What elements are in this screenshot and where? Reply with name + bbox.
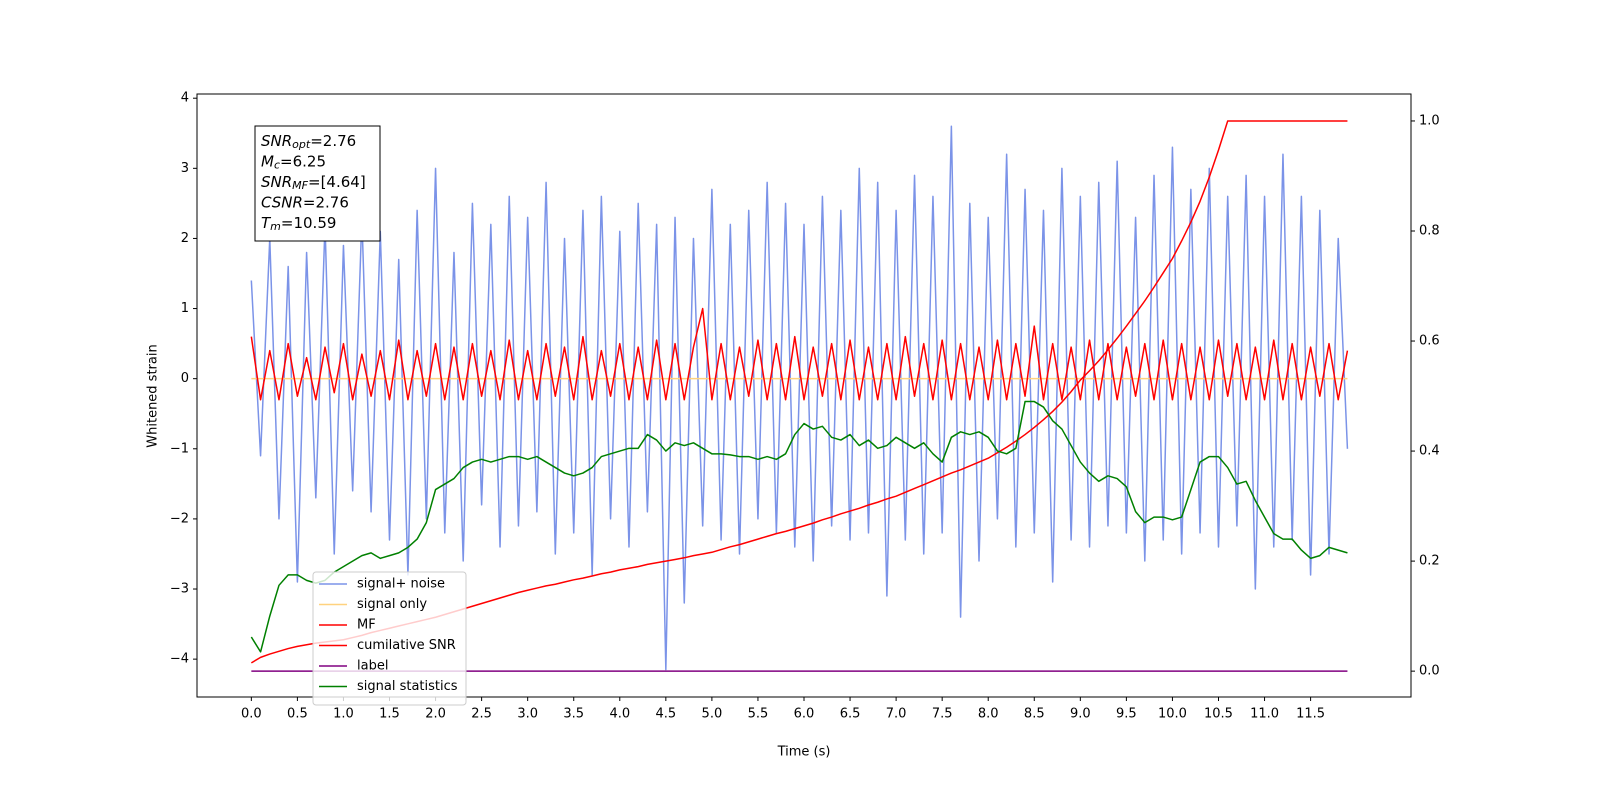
annotation: CSNR=2.76: [261, 193, 349, 211]
annotation: Mc=6.25: [261, 152, 326, 172]
series-line: [250, 400, 1348, 653]
y2-tick-label: 0.6: [1419, 334, 1440, 349]
annotation: SNRMF=[4.64]: [261, 173, 366, 193]
y-tick-label: −2: [170, 511, 189, 526]
series-line: [250, 307, 1349, 401]
x-tick-label: 4.5: [655, 707, 676, 722]
y2-tick-label: 0.8: [1419, 223, 1440, 238]
legend-label: label: [357, 659, 388, 674]
annotation-subscript: MF: [292, 179, 308, 192]
y-tick-label: −3: [170, 582, 189, 597]
y2-tick-label: 0.4: [1419, 444, 1440, 459]
legend-box: [312, 571, 467, 706]
x-tick-label: 9.0: [1070, 707, 1091, 722]
x-tick-label: 11.0: [1250, 707, 1279, 722]
y2-tick-label: 0.2: [1419, 554, 1440, 569]
x-tick-label: 5.0: [702, 707, 723, 722]
x-tick-label: 7.0: [886, 707, 907, 722]
annotation-subscript: c: [274, 159, 280, 172]
annotation-symbol: CSNR: [261, 193, 303, 211]
annotation-subscript: m: [270, 220, 281, 233]
annotation-text: =[4.64]: [308, 173, 366, 191]
annotation-symbol: T: [261, 214, 272, 232]
x-tick-label: 8.5: [1024, 707, 1045, 722]
series-line: [250, 125, 1349, 671]
x-axis-label: Time (s): [777, 745, 831, 760]
annotation-symbol: SNR: [261, 132, 292, 150]
y-tick-label: 1: [181, 301, 189, 316]
x-tick-label: 2.5: [471, 707, 492, 722]
x-tick-label: 0.0: [241, 707, 262, 722]
y2-tick-label: 0.0: [1419, 664, 1440, 679]
y-tick-label: 3: [181, 161, 189, 176]
y-tick-label: −4: [170, 652, 189, 667]
x-tick-label: 3.0: [517, 707, 538, 722]
legend-label: signal only: [357, 597, 427, 612]
legend-label: MF: [357, 618, 376, 633]
annotation: Tm=10.59: [261, 214, 336, 234]
y-tick-label: 4: [181, 91, 189, 106]
annotation: SNRopt=2.76: [261, 132, 356, 152]
x-tick-label: 3.5: [563, 707, 584, 722]
x-tick-label: 0.5: [287, 707, 308, 722]
annotation-subscript: opt: [292, 138, 311, 151]
x-tick-label: 1.5: [379, 707, 400, 722]
legend-label: signal+ noise: [357, 577, 445, 592]
x-tick-label: 2.0: [425, 707, 446, 722]
x-tick-label: 6.0: [794, 707, 815, 722]
y-tick-label: 2: [181, 231, 189, 246]
y-tick-label: 0: [181, 371, 189, 386]
x-tick-label: 6.5: [840, 707, 861, 722]
annotation-text: =2.76: [303, 193, 349, 211]
x-tick-label: 7.5: [932, 707, 953, 722]
x-tick-label: 10.0: [1158, 707, 1187, 722]
legend-label: signal statistics: [357, 679, 458, 694]
annotation-box: [254, 125, 381, 242]
annotation-symbol: SNR: [261, 173, 292, 191]
x-tick-label: 4.0: [609, 707, 630, 722]
annotation-text: =6.25: [280, 152, 326, 170]
annotation-text: =2.76: [310, 132, 356, 150]
y-axis-label: Whitened strain: [146, 344, 161, 447]
y2-tick-label: 1.0: [1419, 113, 1440, 128]
x-tick-label: 8.0: [978, 707, 999, 722]
x-tick-label: 10.5: [1204, 707, 1233, 722]
x-tick-label: 1.0: [333, 707, 354, 722]
x-tick-label: 9.5: [1116, 707, 1137, 722]
legend-label: cumilative SNR: [357, 638, 456, 653]
annotation-symbol: M: [261, 152, 274, 170]
y-tick-label: −1: [170, 441, 189, 456]
annotation-text: =10.59: [281, 214, 337, 232]
x-tick-label: 5.5: [748, 707, 769, 722]
x-tick-label: 11.5: [1296, 707, 1325, 722]
